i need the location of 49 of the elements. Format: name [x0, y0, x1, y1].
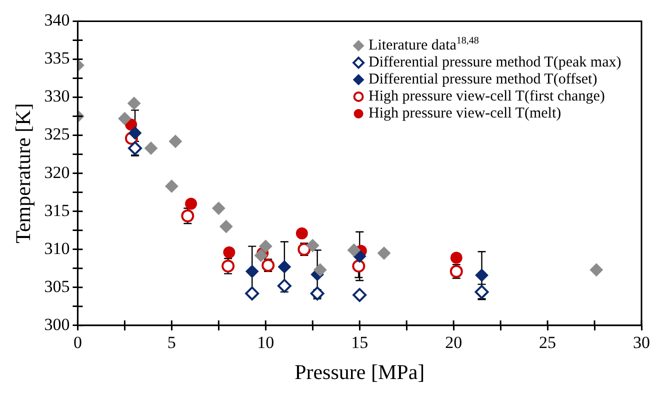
- x-tick-label: 0: [73, 333, 82, 352]
- point: [165, 180, 178, 193]
- y-tick-label: 305: [44, 276, 70, 296]
- x-axis-title: Pressure [MPa]: [294, 360, 425, 384]
- point: [128, 96, 141, 110]
- y-tick-label: 335: [44, 48, 70, 68]
- legend-label: Differential pressure method T(offset): [368, 72, 598, 88]
- point: [223, 246, 236, 258]
- point: [310, 286, 324, 300]
- x-tick-label: 15: [351, 333, 368, 352]
- y-tick-label: 300: [44, 314, 70, 334]
- point: [144, 142, 158, 155]
- point: [378, 246, 391, 260]
- point: [306, 239, 320, 252]
- x-tick-label: 5: [167, 333, 176, 352]
- point: [278, 260, 291, 274]
- point: [128, 126, 142, 140]
- x-tick-label: 10: [257, 333, 274, 352]
- point: [590, 263, 603, 276]
- point: [450, 252, 462, 264]
- y-tick-label: 320: [44, 162, 70, 182]
- point: [277, 278, 292, 293]
- point: [254, 248, 268, 262]
- point: [347, 244, 360, 257]
- y-tick-label: 315: [44, 200, 70, 220]
- point: [314, 263, 327, 276]
- point: [118, 112, 132, 126]
- point: [352, 260, 366, 273]
- legend-label: High pressure view-cell T(first change): [368, 88, 605, 105]
- x-tick-label: 30: [633, 333, 650, 352]
- legend-label: Differential pressure method T(peak max): [368, 54, 622, 71]
- point: [245, 286, 260, 300]
- x-tick-label: 20: [445, 333, 462, 352]
- point: [168, 134, 182, 148]
- point: [475, 268, 488, 282]
- point: [220, 220, 233, 234]
- y-tick-label: 310: [44, 238, 70, 258]
- legend-label: High pressure view-cell T(melt): [368, 106, 562, 122]
- y-tick-label: 330: [44, 86, 70, 106]
- point: [246, 264, 259, 278]
- y-tick-label: 325: [44, 124, 70, 144]
- x-tick-label: 25: [539, 333, 556, 352]
- y-axis-title: Temperature [K]: [11, 103, 36, 244]
- point: [212, 202, 226, 215]
- point: [259, 240, 272, 253]
- y-tick-label: 340: [44, 10, 70, 30]
- point: [185, 198, 198, 210]
- point: [296, 227, 308, 240]
- point: [352, 288, 367, 302]
